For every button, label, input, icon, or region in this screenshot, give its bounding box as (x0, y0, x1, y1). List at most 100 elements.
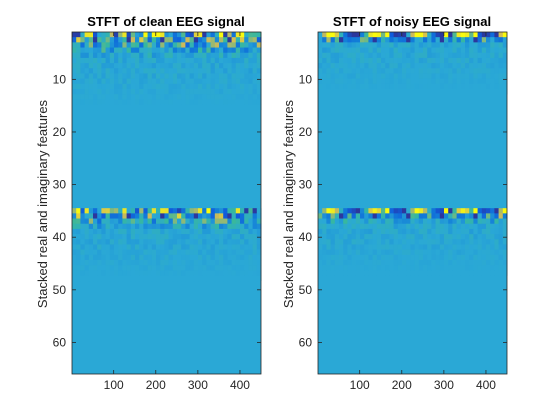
heatmap-cell (114, 270, 119, 276)
heatmap-cell (202, 249, 207, 256)
heatmap-cell (347, 63, 352, 69)
heatmap-cell (448, 37, 453, 43)
heatmap-cell (139, 68, 144, 74)
heatmap-cell (347, 89, 352, 95)
heatmap-cell (156, 63, 161, 69)
heatmap-cell (206, 234, 211, 240)
heatmap-cell (473, 208, 478, 214)
heatmap-cell (427, 270, 432, 276)
heatmap-cell (172, 270, 178, 276)
heatmap-cell (97, 218, 102, 225)
y-tick-label: 40 (299, 230, 313, 244)
heatmap-cell (456, 218, 462, 225)
heatmap-cell (223, 42, 228, 48)
heatmap-cell (151, 32, 157, 38)
heatmap-cell (227, 265, 232, 271)
heatmap-cell (498, 218, 504, 225)
heatmap-cell (490, 254, 495, 261)
heatmap-cell (452, 47, 457, 54)
heatmap-cell (490, 52, 495, 59)
heatmap-cell (164, 32, 169, 38)
heatmap-cell (105, 99, 111, 105)
heatmap-cell (355, 47, 361, 54)
heatmap-cell (214, 47, 220, 54)
heatmap-cell (477, 47, 483, 54)
heatmap-cell (469, 63, 474, 69)
heatmap-cell (427, 42, 432, 48)
heatmap-cell (177, 89, 182, 95)
heatmap-cell (339, 249, 344, 256)
heatmap-cell (486, 223, 491, 230)
heatmap-cell (343, 249, 348, 256)
heatmap-cell (372, 239, 378, 245)
heatmap-cell (93, 249, 98, 256)
heatmap-cell (93, 218, 98, 225)
heatmap-cell (502, 73, 508, 79)
heatmap-cell (355, 228, 361, 235)
heatmap-cell (252, 68, 258, 74)
heatmap-cell (126, 244, 132, 250)
heatmap-cell (334, 223, 340, 230)
heatmap-cell (172, 57, 178, 64)
heatmap-cell (326, 228, 331, 235)
heatmap-cell (84, 218, 90, 225)
heatmap-cell (147, 254, 153, 261)
heatmap-cell (114, 57, 119, 64)
heatmap-cell (189, 218, 195, 225)
heatmap-cell (444, 254, 449, 261)
heatmap-cell (406, 244, 411, 250)
heatmap-cell (84, 63, 90, 69)
heatmap-cell (477, 213, 483, 219)
heatmap-cell (502, 270, 508, 276)
heatmap-cell (223, 234, 228, 240)
heatmap-cell (193, 208, 199, 214)
heatmap-cell (418, 89, 424, 95)
heatmap-cell (322, 244, 327, 250)
heatmap-cell (206, 68, 211, 74)
heatmap-cell (448, 270, 453, 276)
heatmap-cell (435, 213, 441, 219)
heatmap-cell (156, 73, 161, 79)
heatmap-cell (397, 270, 403, 276)
heatmap-cell (101, 244, 106, 250)
heatmap-cell (330, 73, 336, 79)
heatmap-cell (439, 73, 445, 79)
heatmap-cell (473, 228, 478, 235)
heatmap-cell (418, 265, 424, 271)
heatmap-cell (330, 52, 336, 59)
heatmap-cell (486, 52, 491, 59)
heatmap-cell (231, 234, 237, 240)
heatmap-cell (473, 32, 478, 38)
heatmap-cell (473, 265, 478, 271)
heatmap-cell (206, 47, 211, 54)
heatmap-cell (322, 57, 327, 64)
heatmap-cell (189, 99, 195, 105)
heatmap-cell (101, 260, 106, 266)
heatmap-cell (414, 228, 420, 235)
heatmap-cell (431, 63, 436, 69)
heatmap-cell (248, 260, 253, 266)
heatmap-cell (486, 208, 491, 214)
heatmap-cell (88, 260, 94, 266)
heatmap-cell (381, 260, 386, 266)
heatmap-cell (193, 47, 199, 54)
heatmap-cell (481, 228, 487, 235)
heatmap-cell (418, 32, 424, 38)
heatmap-cell (210, 254, 216, 261)
heatmap-cell (122, 63, 127, 69)
heatmap-cell (93, 83, 98, 90)
heatmap-cell (256, 42, 262, 48)
heatmap-cell (460, 78, 466, 85)
heatmap-cell (72, 254, 77, 261)
heatmap-cell (368, 42, 373, 48)
heatmap-cell (185, 63, 190, 69)
heatmap-cell (235, 249, 241, 256)
heatmap-cell (347, 265, 352, 271)
heatmap-cell (502, 208, 508, 214)
heatmap-cell (80, 89, 85, 95)
heatmap-cell (402, 239, 407, 245)
heatmap-cell (135, 208, 140, 214)
heatmap-cell (164, 89, 169, 95)
heatmap-cell (88, 265, 94, 271)
heatmap-cell (97, 57, 102, 64)
